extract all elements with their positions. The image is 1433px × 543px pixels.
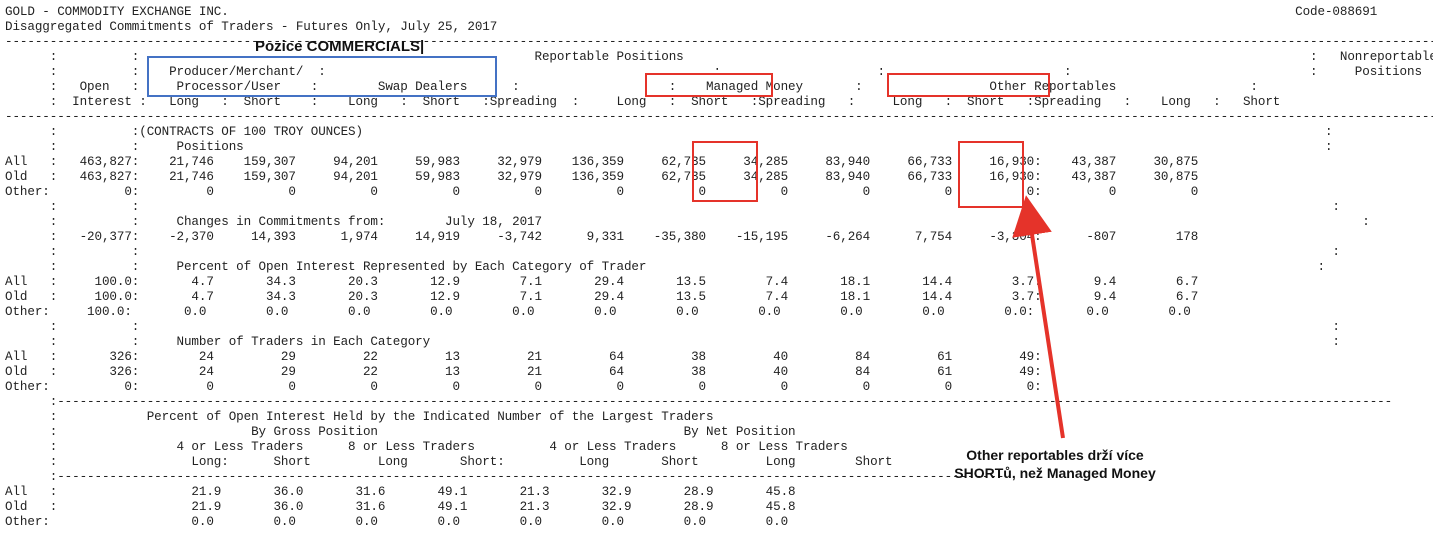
report-line: Other: 100.0: 0.0 0.0 0.0 0.0 0.0 0.0 0.… bbox=[5, 305, 1191, 319]
report-line: : -20,377: -2,370 14,393 1,974 14,919 -3… bbox=[5, 230, 1199, 244]
managed-money-short-values-box bbox=[692, 141, 758, 202]
other-reportables-highlight-box bbox=[887, 73, 1050, 97]
report-line: : Interest : Long : Short : Long : Short… bbox=[5, 95, 1281, 109]
managed-money-highlight-box bbox=[645, 73, 773, 97]
report-line: : :(CONTRACTS OF 100 TROY OUNCES) : bbox=[5, 125, 1333, 139]
report-line: Other: 0: 0 0 0 0 0 0 0 0 0 0 0: 0 0 bbox=[5, 185, 1199, 199]
producer-swap-highlight-box bbox=[147, 56, 497, 97]
report-line: : : : bbox=[5, 200, 1340, 214]
report-line: : : Positions : bbox=[5, 140, 1333, 154]
report-line: : Open : Processor/User : Swap Dealers :… bbox=[5, 80, 1258, 94]
report-line: :---------------------------------------… bbox=[5, 470, 1005, 484]
report-line: : : : bbox=[5, 245, 1340, 259]
report-line: : : Percent of Open Interest Represented… bbox=[5, 260, 1325, 274]
report-line: : Long: Short Long Short: Long Short Lon… bbox=[5, 455, 893, 469]
report-line: Old : 463,827: 21,746 159,307 94,201 59,… bbox=[5, 170, 1199, 184]
report-line: ----------------------------------------… bbox=[5, 110, 1433, 124]
report-line: : : Number of Traders in Each Category : bbox=[5, 335, 1340, 349]
report-line: All : 326: 24 29 22 13 21 64 38 40 84 61… bbox=[5, 350, 1042, 364]
report-line: : : Reportable Positions : Nonreportable bbox=[5, 50, 1433, 64]
report-line: : 4 or Less Traders 8 or Less Traders 4 … bbox=[5, 440, 848, 454]
report-line: ----------------------------------------… bbox=[5, 35, 1433, 49]
report-line: : : Changes in Commitments from: July 18… bbox=[5, 215, 1370, 229]
report-line: :---------------------------------------… bbox=[5, 395, 1393, 409]
report-line: Other: 0: 0 0 0 0 0 0 0 0 0 0 0: bbox=[5, 380, 1042, 394]
report-line: All : 463,827: 21,746 159,307 94,201 59,… bbox=[5, 155, 1199, 169]
report-line: : : : bbox=[5, 320, 1340, 334]
report-line: Other: 0.0 0.0 0.0 0.0 0.0 0.0 0.0 0.0 bbox=[5, 515, 789, 529]
report-line: Old : 21.9 36.0 31.6 49.1 21.3 32.9 28.9… bbox=[5, 500, 796, 514]
report-line: All : 100.0: 4.7 34.3 20.3 12.9 7.1 29.4… bbox=[5, 275, 1199, 289]
report-line: Disaggregated Commitments of Traders - F… bbox=[5, 20, 498, 34]
report-line: All : 21.9 36.0 31.6 49.1 21.3 32.9 28.9… bbox=[5, 485, 796, 499]
report-line: : : Producer/Merchant/ : : : : : Positio… bbox=[5, 65, 1422, 79]
other-reportables-short-values-box bbox=[958, 141, 1024, 208]
report-line: : By Gross Position By Net Position bbox=[5, 425, 796, 439]
callout-text: Other reportables drží více SHORTů, než … bbox=[954, 447, 1156, 481]
report-line: GOLD - COMMODITY EXCHANGE INC. Code-0886… bbox=[5, 5, 1378, 19]
report-line: Old : 100.0: 4.7 34.3 20.3 12.9 7.1 29.4… bbox=[5, 290, 1199, 304]
commercials-heading: Pozice COMMERCIALS| bbox=[255, 38, 425, 55]
report-line: : Percent of Open Interest Held by the I… bbox=[5, 410, 714, 424]
report-line: Old : 326: 24 29 22 13 21 64 38 40 84 61… bbox=[5, 365, 1042, 379]
